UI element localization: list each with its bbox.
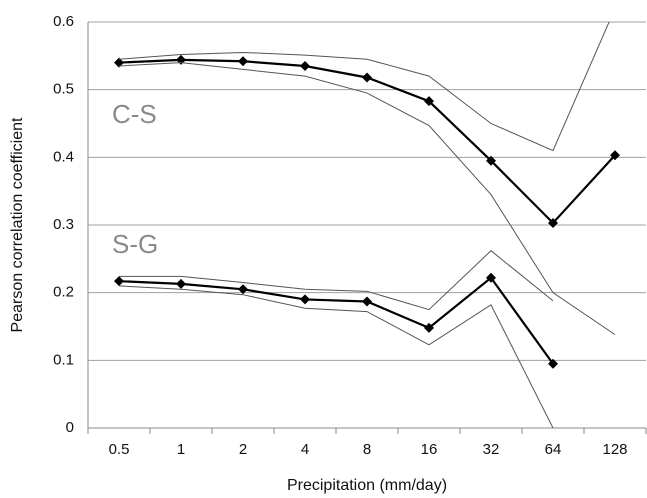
marker: [300, 60, 310, 71]
x-tick-label: 0.5: [109, 441, 130, 458]
x-tick-label: 16: [421, 441, 438, 458]
marker: [548, 358, 558, 369]
series-line: [118, 22, 610, 152]
marker: [424, 322, 434, 333]
series-line: [118, 276, 554, 365]
annotation: C-S: [112, 99, 157, 129]
plot-area: [114, 22, 620, 428]
x-tick-label: 32: [483, 441, 500, 458]
x-axis-label: Precipitation (mm/day): [287, 477, 447, 494]
x-tick-label: 1: [177, 441, 185, 458]
marker: [114, 276, 124, 287]
y-axis-label: Pearson correlation coefficient: [9, 117, 26, 332]
series-line: [118, 285, 554, 428]
marker: [610, 150, 620, 161]
marker: [300, 294, 310, 305]
y-tick-label: 0.3: [53, 216, 74, 233]
series-line: [118, 62, 616, 336]
y-tick-label: 0.4: [53, 148, 74, 165]
annotation: S-G: [112, 229, 158, 259]
y-tick-label: 0.5: [53, 81, 74, 98]
y-tick-label: 0: [66, 419, 74, 436]
marker: [362, 296, 372, 307]
marker: [176, 278, 186, 289]
x-tick-label: 64: [545, 441, 562, 458]
x-tick-label: 8: [363, 441, 371, 458]
marker: [362, 72, 372, 83]
marker: [424, 96, 434, 107]
series-line: [119, 250, 554, 311]
marker: [238, 284, 248, 295]
y-tick-label: 0.2: [53, 284, 74, 301]
x-tick-label: 128: [602, 441, 627, 458]
marker: [486, 155, 496, 166]
y-tick-label: 0.1: [53, 351, 74, 368]
y-tick-label: 0.6: [53, 13, 74, 30]
x-tick-label: 2: [239, 441, 247, 458]
marker: [238, 56, 248, 67]
series-line: [118, 58, 616, 225]
marker: [486, 272, 496, 283]
marker: [548, 217, 558, 228]
marker: [114, 57, 124, 68]
x-tick-label: 4: [301, 441, 309, 458]
